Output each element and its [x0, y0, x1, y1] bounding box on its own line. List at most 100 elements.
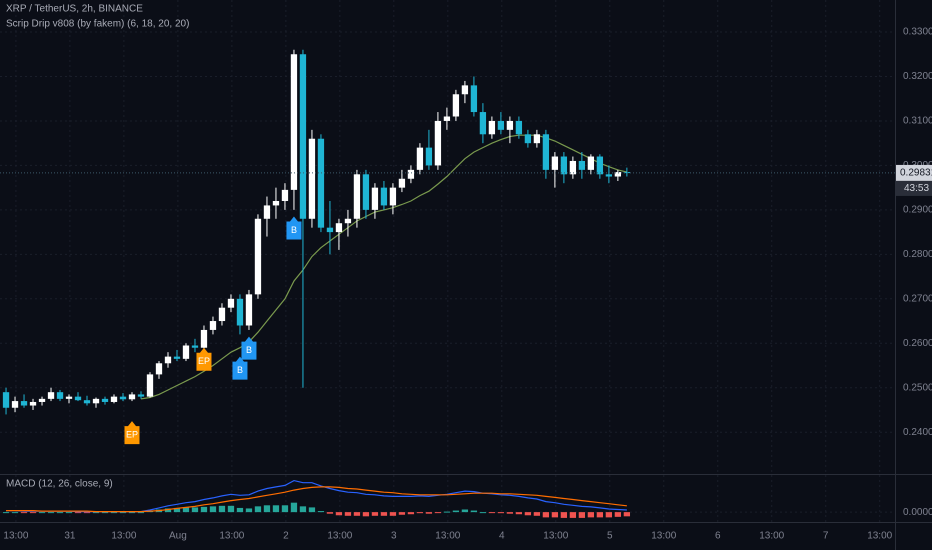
- candle-body: [605, 174, 613, 177]
- signal-label: EP: [126, 429, 138, 439]
- macd-histogram-bar: [389, 512, 397, 516]
- x-tick-label: 13:00: [759, 531, 784, 542]
- macd-histogram-bar: [65, 512, 73, 514]
- macd-histogram-bar: [38, 512, 46, 514]
- macd-histogram-bar: [407, 512, 415, 515]
- candle-body: [200, 329, 208, 348]
- candle-body: [326, 227, 334, 233]
- macd-histogram-bar: [191, 507, 199, 513]
- signal-marker: [232, 356, 248, 380]
- candle-body: [425, 147, 433, 166]
- candle-body: [47, 392, 55, 399]
- macd-histogram-bar: [2, 512, 10, 514]
- macd-histogram-bar: [443, 511, 451, 513]
- macd-histogram-bar: [335, 512, 343, 516]
- candle-body: [380, 187, 388, 206]
- candle-body: [587, 156, 595, 170]
- signal-line: [6, 486, 627, 513]
- x-tick-label: 13:00: [111, 531, 136, 542]
- candle-body: [236, 298, 244, 326]
- x-tick-label: 13:00: [219, 531, 244, 542]
- candle-body: [452, 94, 460, 117]
- candle-body: [245, 294, 253, 326]
- macd-histogram-bar: [218, 505, 226, 513]
- x-tick-label: 2: [283, 531, 289, 542]
- macd-histogram-bar: [290, 502, 298, 513]
- macd-histogram-bar: [92, 512, 100, 514]
- candle-body: [578, 160, 586, 170]
- signal-label: B: [237, 365, 243, 375]
- macd-histogram-bar: [227, 505, 235, 513]
- candle-body: [65, 396, 73, 399]
- macd-histogram-bar: [11, 512, 19, 514]
- macd-histogram-bar: [524, 512, 532, 516]
- candle-body: [119, 396, 127, 400]
- candle-body: [317, 138, 325, 228]
- macd-histogram-bar: [29, 512, 37, 514]
- x-tick-label: 6: [715, 531, 721, 542]
- candle-body: [290, 54, 298, 190]
- macd-histogram-bar: [326, 512, 334, 514]
- macd-histogram-bar: [425, 512, 433, 514]
- macd-histogram-bar: [119, 512, 127, 514]
- macd-histogram-bar: [623, 512, 631, 517]
- candle-body: [479, 112, 487, 135]
- candle-body: [209, 321, 217, 330]
- candle-body: [416, 147, 424, 170]
- macd-histogram-bar: [317, 511, 325, 513]
- candle-body: [182, 345, 190, 359]
- x-tick-label: 4: [499, 531, 505, 542]
- candle-body: [38, 398, 46, 402]
- macd-histogram-bar: [605, 512, 613, 518]
- candle-body: [524, 134, 532, 144]
- macd-histogram-bar: [434, 512, 442, 514]
- macd-histogram-bar: [344, 512, 352, 516]
- candle-body: [227, 298, 235, 308]
- candle-body: [407, 169, 415, 179]
- macd-title: MACD (12, 26, close, 9): [6, 479, 113, 490]
- candle-body: [74, 396, 82, 401]
- candle-body: [434, 120, 442, 166]
- macd-histogram-bar: [506, 512, 514, 514]
- candle-body: [2, 392, 10, 408]
- candle-body: [128, 394, 136, 400]
- macd-histogram-bar: [254, 506, 262, 513]
- candle-body: [344, 218, 352, 224]
- candle-body: [83, 400, 91, 404]
- macd-histogram-bar: [533, 512, 541, 516]
- candle-body: [299, 54, 307, 219]
- countdown-badge: [896, 180, 932, 196]
- macd-histogram-bar: [560, 512, 568, 518]
- y-tick-label: 0.00000: [903, 507, 932, 518]
- macd-histogram-bar: [200, 506, 208, 513]
- macd-histogram-bar: [398, 512, 406, 515]
- candle-body: [110, 396, 118, 402]
- macd-histogram-bar: [569, 512, 577, 518]
- macd-histogram-bar: [245, 508, 253, 513]
- candle-body: [308, 138, 316, 219]
- macd-histogram-bar: [101, 512, 109, 514]
- candle-body: [29, 401, 37, 406]
- candle-body: [470, 85, 478, 113]
- candle-body: [92, 398, 100, 404]
- candle-body: [164, 356, 172, 364]
- macd-histogram-bar: [263, 505, 271, 513]
- candle-body: [146, 374, 154, 397]
- candle-body: [11, 401, 19, 408]
- macd-histogram-bar: [137, 512, 145, 514]
- candle-body: [533, 134, 541, 144]
- macd-histogram-bar: [164, 508, 172, 513]
- macd-histogram-bar: [182, 507, 190, 513]
- macd-histogram-bar: [299, 506, 307, 513]
- candle-body: [362, 174, 370, 210]
- macd-histogram-bar: [308, 507, 316, 513]
- macd-histogram-bar: [614, 512, 622, 517]
- x-tick-label: 13:00: [435, 531, 460, 542]
- indicator-title: Scrip Drip v808 (by fakem) (6, 18, 20, 2…: [6, 19, 189, 30]
- signal-marker: [196, 347, 212, 371]
- x-tick-label: 31: [64, 531, 76, 542]
